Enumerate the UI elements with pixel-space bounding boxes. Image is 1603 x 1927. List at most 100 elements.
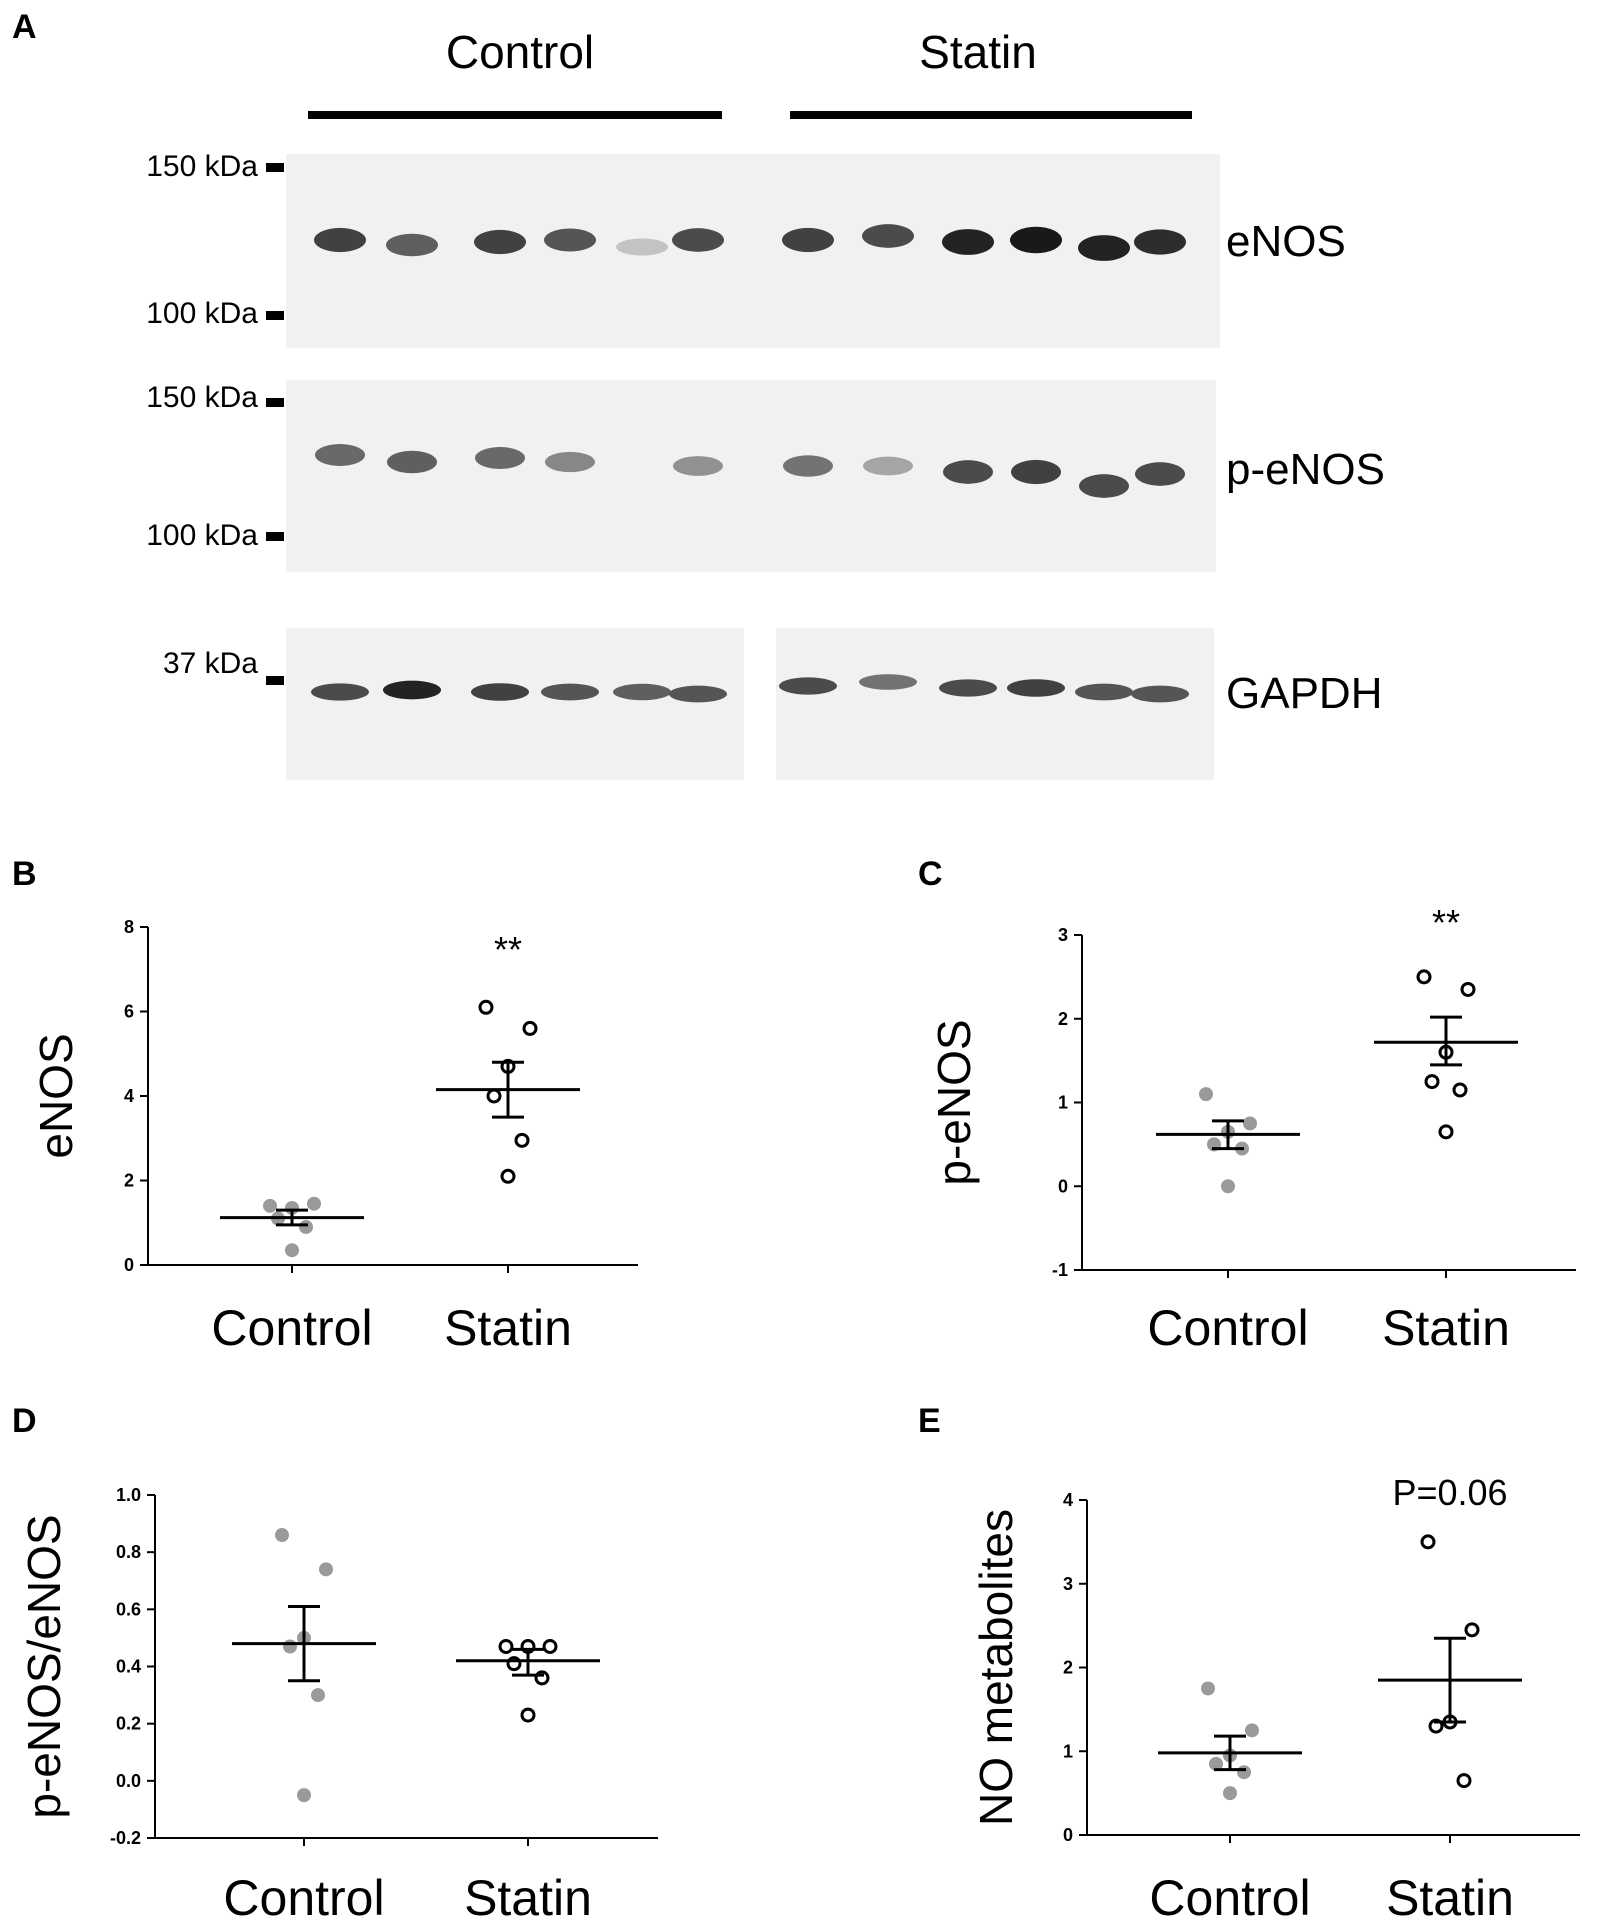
enos-band-statin-1 [782, 227, 834, 253]
chart-d-p-enos-enos-ratio: D -0.2 0.0 0.2 0.4 0.6 0.8 1.0 Control Statin p-eN… [12, 1402, 658, 1926]
chart-e-y-tick-label: 2 [1063, 1658, 1073, 1678]
p-enos-band-control-6 [673, 456, 723, 476]
chart-c-point-statin-4 [1424, 1074, 1440, 1090]
chart-d-y-tick-label: 0.4 [116, 1657, 141, 1677]
chart-c-point-control-1 [1199, 1087, 1213, 1102]
enos-band-control-5 [616, 238, 668, 256]
chart-e-point-control-5 [1237, 1765, 1251, 1780]
chart-c-point-statin-2 [1460, 981, 1476, 997]
p-enos-band-statin-3 [943, 460, 993, 484]
enos-band-control-1 [314, 227, 366, 253]
chart-d-y-tick-label: 0.8 [116, 1542, 141, 1562]
chart-d-panel-letter: D [12, 1402, 37, 1440]
chart-b-point-statin-6 [500, 1168, 516, 1184]
blot-membrane-p-enos [286, 380, 1216, 572]
chart-d-point-control-4 [283, 1639, 297, 1654]
group-label-control: Control [446, 26, 594, 78]
p-enos-band-control-3 [475, 447, 525, 469]
mw-marker-p-enos-150: 150 kDa [146, 381, 258, 414]
enos-band-statin-5 [1078, 235, 1130, 261]
enos-band-control-3 [474, 229, 526, 255]
chart-e-no-metabolites: E 0 1 2 3 4 Control Statin NO metabolites P=0.06 [918, 1402, 1580, 1926]
chart-e-point-statin-1 [1420, 1534, 1436, 1550]
mw-marker-gapdh-37: 37 kDa [163, 647, 258, 680]
chart-e-y-tick-label: 4 [1063, 1490, 1073, 1510]
chart-c-y-tick-label: 0 [1058, 1176, 1068, 1196]
chart-d-y-tick-label: 0.2 [116, 1714, 141, 1734]
bands-p-enos [315, 444, 1185, 498]
chart-b-y-tick-label: 4 [124, 1086, 134, 1106]
mw-marker-enos-150: 150 kDa [146, 150, 258, 183]
enos-band-statin-2 [862, 224, 914, 248]
chart-e-y-tick-label: 3 [1063, 1574, 1073, 1594]
mw-tick-gapdh-37 [266, 676, 284, 685]
protein-label-gapdh: GAPDH [1226, 669, 1382, 718]
blot-membrane-gapdh-control [286, 628, 744, 780]
chart-b-category-label: Control [211, 1300, 372, 1356]
chart-e-category-label: Control [1149, 1870, 1310, 1926]
chart-c-point-statin-1 [1416, 969, 1432, 985]
p-enos-band-control-2 [387, 450, 437, 474]
chart-d-point-statin-2 [542, 1638, 558, 1654]
chart-d-y-tick-label: -0.2 [110, 1828, 141, 1848]
chart-e-point-control-1 [1201, 1681, 1215, 1696]
gapdh-band-statin-4 [1007, 679, 1065, 697]
group-bar-control [308, 111, 722, 119]
p-enos-band-statin-1 [783, 455, 833, 477]
enos-band-control-6 [672, 228, 724, 252]
chart-d-point-control-1 [275, 1528, 289, 1543]
protein-label-p-enos: p-eNOS [1226, 445, 1385, 494]
p-enos-band-statin-6 [1135, 462, 1185, 486]
p-enos-band-statin-5 [1079, 474, 1129, 498]
chart-b-point-statin-4 [486, 1088, 502, 1104]
chart-d-category-label: Control [223, 1870, 384, 1926]
chart-c-p-enos: C -1 0 1 2 3 Control Statin p-eNOS ** [918, 855, 1576, 1356]
chart-c-panel-letter: C [918, 855, 943, 893]
mw-marker-p-enos-100: 100 kDa [146, 519, 258, 552]
blot-membrane-gapdh-statin [776, 628, 1214, 780]
panel-a-western-blot: A Control Statin 150 kDa 100 kDa eNOS 15… [12, 8, 1385, 780]
chart-b-point-control-1 [263, 1198, 277, 1213]
chart-e-point-control-4 [1209, 1756, 1223, 1771]
enos-band-control-4 [544, 228, 596, 252]
p-enos-band-statin-2 [863, 456, 913, 476]
p-enos-band-statin-4 [1011, 459, 1061, 485]
chart-b-y-tick-label: 2 [124, 1171, 134, 1191]
gapdh-band-statin-5 [1075, 683, 1133, 701]
chart-b-panel-letter: B [12, 855, 37, 893]
mw-tick-p-enos-100 [266, 532, 284, 541]
chart-e-point-statin-5 [1456, 1773, 1472, 1789]
chart-e-y-tick-label: 0 [1063, 1825, 1073, 1845]
mw-marker-enos-100: 100 kDa [146, 297, 258, 330]
blot-membrane-enos [286, 154, 1220, 348]
panel-letter-a: A [12, 8, 37, 46]
chart-b-point-control-5 [299, 1219, 313, 1234]
chart-e-y-axis-label: NO metabolites [970, 1509, 1022, 1826]
gapdh-band-control-1 [311, 683, 369, 701]
chart-e-y-tick-label: 1 [1063, 1741, 1073, 1761]
mw-tick-enos-150 [266, 163, 284, 172]
chart-d-y-tick-label: 1.0 [116, 1485, 141, 1505]
gapdh-band-control-2 [383, 680, 441, 700]
bands-enos [314, 224, 1186, 261]
chart-b-category-label: Statin [444, 1300, 572, 1356]
chart-e-category-label: Statin [1386, 1870, 1514, 1926]
chart-b-enos: B 0 2 4 6 8 Control Statin eNOS ** [12, 855, 638, 1356]
gapdh-band-statin-3 [939, 679, 997, 697]
chart-c-category-label: Statin [1382, 1300, 1510, 1356]
chart-e-significance-annotation: P=0.06 [1392, 1472, 1507, 1513]
chart-b-y-tick-label: 0 [124, 1255, 134, 1275]
chart-c-point-statin-5 [1452, 1082, 1468, 1098]
enos-band-statin-3 [942, 229, 994, 255]
chart-d-point-control-2 [319, 1562, 333, 1577]
chart-c-y-axis-label: p-eNOS [928, 1019, 980, 1185]
gapdh-band-control-5 [613, 683, 671, 701]
gapdh-band-control-4 [541, 683, 599, 701]
enos-band-control-2 [386, 233, 438, 257]
group-label-statin: Statin [919, 26, 1037, 78]
chart-d-category-label: Statin [464, 1870, 592, 1926]
group-bar-statin [790, 111, 1192, 119]
chart-c-point-control-6 [1221, 1179, 1235, 1194]
chart-b-significance-annotation: ** [494, 929, 522, 970]
